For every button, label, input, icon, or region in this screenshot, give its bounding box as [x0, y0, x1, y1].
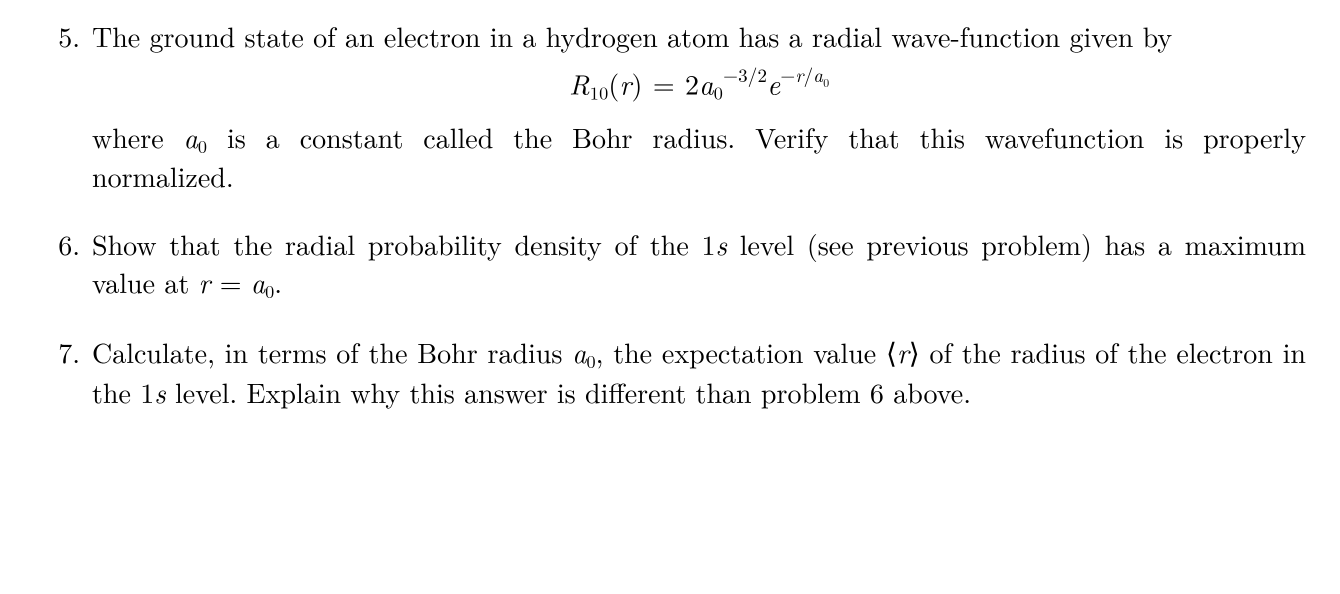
problem-7-text: Calculate, in terms of the Bohr radius a…	[92, 334, 1306, 412]
problem-item-7: Calculate, in terms of the Bohr radius a…	[34, 334, 1306, 412]
problem-5-followup-text: where a0 is a constant called the Bohr r…	[92, 119, 1306, 196]
problem-item-6: Show that the radial probability density…	[34, 226, 1306, 303]
document-page: The ground state of an electron in a hyd…	[0, 0, 1340, 459]
problem-5-intro-text: The ground state of an electron in a hyd…	[92, 18, 1306, 56]
problem-6-text: Show that the radial probability density…	[92, 226, 1306, 303]
problem-5-equation: R10(r) = 2a0−3/2e−r/a0	[92, 62, 1306, 105]
problem-list: The ground state of an electron in a hyd…	[34, 18, 1306, 411]
problem-item-5: The ground state of an electron in a hyd…	[34, 18, 1306, 196]
